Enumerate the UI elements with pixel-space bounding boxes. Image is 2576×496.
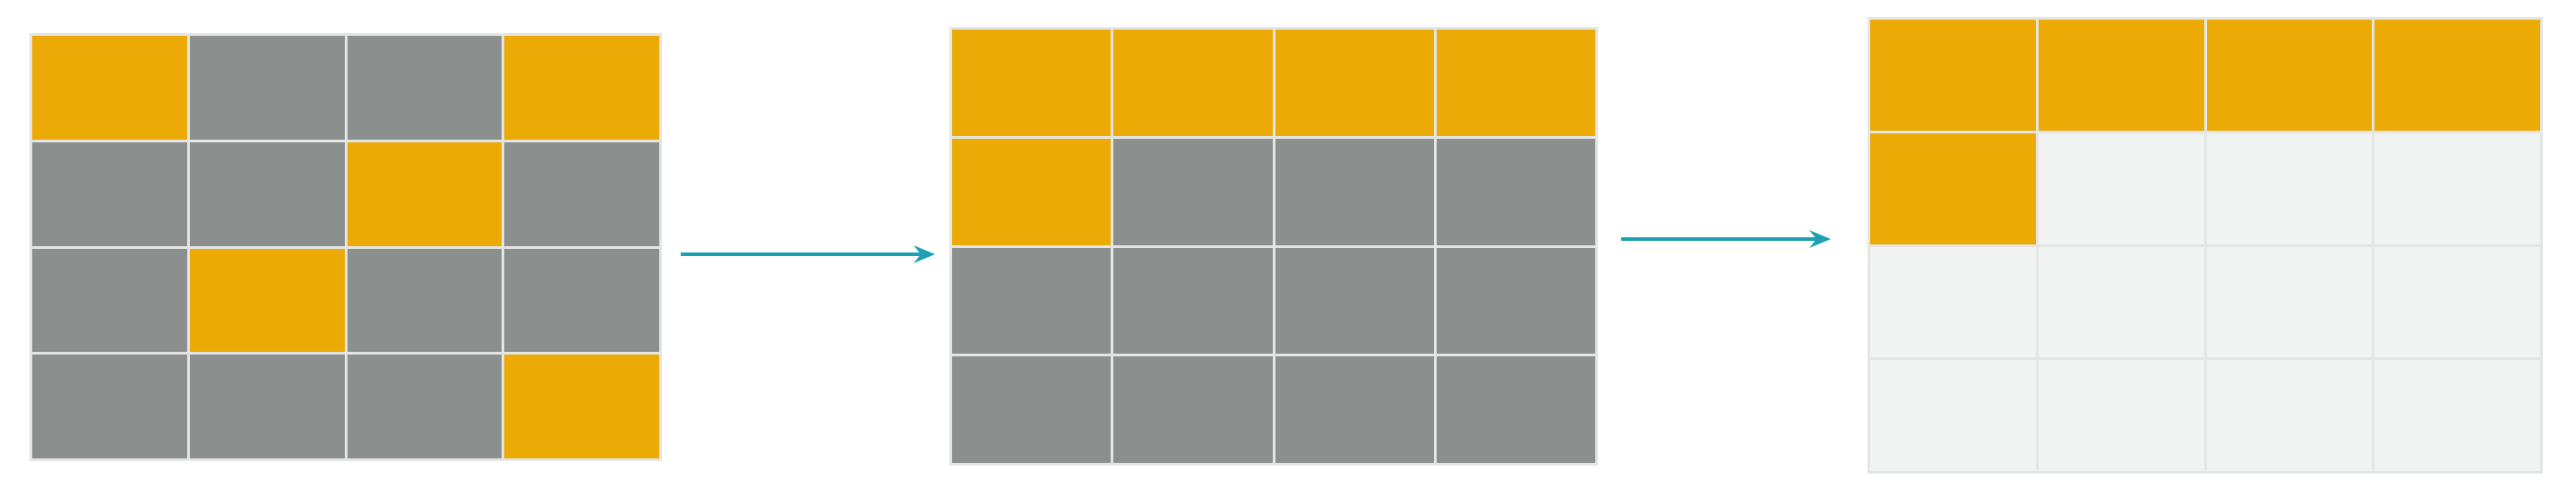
grid-cell-highlight — [1113, 30, 1273, 136]
grid-cell-highlight — [347, 141, 502, 246]
grid-cell-highlight — [952, 138, 1112, 245]
grid-cell-empty — [2206, 246, 2373, 358]
grid-cell-highlight — [2038, 20, 2204, 131]
grid-cell-filled — [189, 36, 345, 140]
output-grid — [1868, 17, 2543, 474]
grid-cell-filled — [952, 247, 1112, 355]
input-grid — [30, 33, 662, 461]
grid-cell-filled — [1436, 247, 1595, 355]
grid-cell-filled — [32, 355, 187, 458]
grid-cell-filled — [32, 248, 187, 353]
grid-cell-highlight — [1870, 20, 2036, 131]
grid-cell-highlight — [1870, 133, 2036, 244]
grid-cell-empty — [2374, 133, 2540, 244]
grid-cell-empty — [2206, 360, 2373, 471]
grid-cell-filled — [504, 141, 659, 246]
grid-cell-highlight — [504, 36, 659, 140]
grid-cell-filled — [1275, 247, 1434, 355]
grid-cell-filled — [1113, 356, 1273, 463]
grid-cell-highlight — [952, 30, 1112, 136]
grid-cell-empty — [2038, 246, 2204, 358]
grid-cell-filled — [1436, 356, 1595, 463]
grid-cell-filled — [189, 355, 345, 458]
grid-cell-highlight — [2374, 20, 2540, 131]
grid-cell-filled — [1436, 138, 1595, 245]
right-arrow-icon — [681, 245, 935, 263]
sorted-grid — [949, 27, 1598, 466]
grid-cell-filled — [1113, 247, 1273, 355]
grid-cell-filled — [189, 141, 345, 246]
grid-cell-filled — [32, 141, 187, 246]
grid-cell-empty — [2038, 133, 2204, 244]
grid-cell-highlight — [32, 36, 187, 140]
grid-cell-highlight — [1275, 30, 1434, 136]
grid-cell-filled — [504, 248, 659, 353]
grid-cell-highlight — [2206, 20, 2373, 131]
grid-cell-empty — [2206, 133, 2373, 244]
grid-cell-empty — [1870, 360, 2036, 471]
grid-cell-filled — [1275, 356, 1434, 463]
grid-cell-filled — [347, 355, 502, 458]
grid-cell-highlight — [189, 248, 345, 353]
grid-cell-empty — [2038, 360, 2204, 471]
right-arrow-icon — [1621, 230, 1831, 248]
grid-cell-filled — [952, 356, 1112, 463]
grid-cell-empty — [2374, 360, 2540, 471]
grid-cell-highlight — [504, 355, 659, 458]
grid-cell-highlight — [1436, 30, 1595, 136]
grid-cell-empty — [2374, 246, 2540, 358]
grid-cell-filled — [347, 248, 502, 353]
grid-cell-filled — [1113, 138, 1273, 245]
grid-cell-filled — [347, 36, 502, 140]
grid-cell-filled — [1275, 138, 1434, 245]
grid-cell-empty — [1870, 246, 2036, 358]
